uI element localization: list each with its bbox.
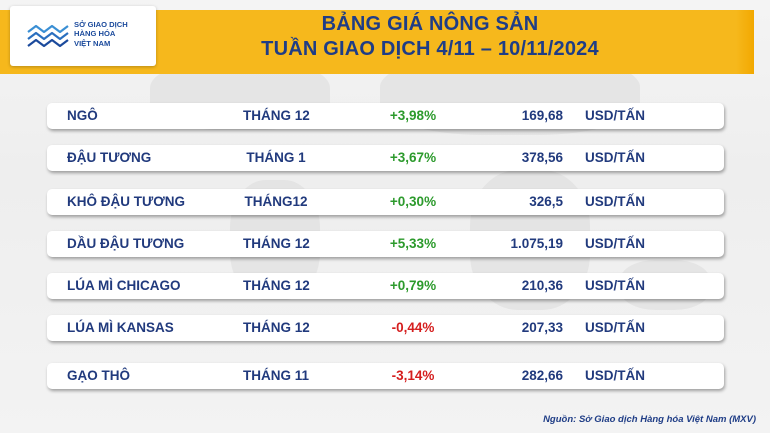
price-unit: USD/TẤN [585, 194, 645, 209]
table-row: KHÔ ĐẬU TƯƠNG THÁNG12 +0,30% 326,5 USD/TẤN [47, 189, 724, 215]
price-value: 210,36 [521, 278, 563, 293]
price-value: 378,56 [521, 150, 563, 165]
table-row: ĐẬU TƯƠNG THÁNG 1 +3,67% 378,56 USD/TẤN [47, 145, 724, 171]
price-change: -0,44% [391, 320, 435, 335]
title-line-1: BẢNG GIÁ NÔNG SẢN [321, 13, 539, 35]
contract-month: THÁNG 12 [243, 108, 310, 123]
table-row: LÚA MÌ KANSAS THÁNG 12 -0,44% 207,33 USD/TẤN [47, 315, 724, 341]
commodity-name: NGÔ [67, 108, 98, 123]
price-change: +3,67% [389, 150, 437, 165]
logo-line: HÀNG HÓA [74, 29, 116, 39]
logo-line: VIỆT NAM [74, 38, 111, 48]
logo-icon [27, 24, 69, 48]
table-row: LÚA MÌ CHICAGO THÁNG 12 +0,79% 210,36 USD/TẤ… [47, 273, 724, 299]
contract-month: THÁNG 11 [243, 368, 310, 383]
commodity-name: GẠO THÔ [67, 368, 130, 383]
contract-month: THÁNG 12 [243, 320, 310, 335]
logo-text: SỞ GIAO DỊCH HÀNG HÓA VIỆT NAM [74, 20, 154, 48]
logo: SỞ GIAO DỊCH HÀNG HÓA VIỆT NAM [10, 6, 156, 66]
commodity-name: KHÔ ĐẬU TƯƠNG [67, 194, 185, 209]
price-unit: USD/TẤN [585, 320, 645, 335]
contract-month: THÁNG12 [244, 194, 308, 209]
commodity-name: LÚA MÌ CHICAGO [67, 278, 181, 293]
price-unit: USD/TẤN [585, 278, 645, 293]
price-change: -3,14% [391, 368, 435, 383]
commodity-name: ĐẬU TƯƠNG [67, 150, 152, 165]
contract-month: THÁNG 1 [246, 150, 306, 165]
price-value: 282,66 [521, 368, 563, 383]
commodity-name: DẦU ĐẬU TƯƠNG [67, 236, 185, 251]
logo-line: SỞ GIAO DỊCH [74, 20, 128, 29]
price-unit: USD/TẤN [585, 236, 645, 251]
contract-month: THÁNG 12 [243, 236, 310, 251]
price-value: 1.075,19 [510, 236, 563, 251]
price-value: 207,33 [521, 320, 563, 335]
table-row: DẦU ĐẬU TƯƠNG THÁNG 12 +5,33% 1.075,19 USD/T… [47, 231, 724, 257]
price-unit: USD/TẤN [585, 368, 645, 383]
price-value: 169,68 [521, 108, 563, 123]
price-unit: USD/TẤN [585, 108, 645, 123]
price-change: +0,30% [389, 194, 437, 209]
contract-month: THÁNG 12 [243, 278, 310, 293]
price-change: +5,33% [389, 236, 437, 251]
title-line-2: TUẦN GIAO DỊCH 4/11 – 10/11/2024 [261, 38, 599, 60]
page-title: BẢNG GIÁ NÔNG SẢN TUẦN GIAO DỊCH 4/11 – … [170, 12, 690, 62]
price-change: +3,98% [389, 108, 437, 123]
price-change: +0,79% [389, 278, 437, 293]
table-row: GẠO THÔ THÁNG 11 -3,14% 282,66 USD/TẤN [47, 363, 724, 389]
table-row: NGÔ THÁNG 12 +3,98% 169,68 USD/TẤN [47, 103, 724, 129]
source-note: Nguồn: Sở Giao dịch Hàng hóa Việt Nam (M… [543, 414, 756, 425]
commodity-name: LÚA MÌ KANSAS [67, 320, 174, 335]
price-value: 326,5 [529, 194, 563, 209]
price-unit: USD/TẤN [585, 150, 645, 165]
